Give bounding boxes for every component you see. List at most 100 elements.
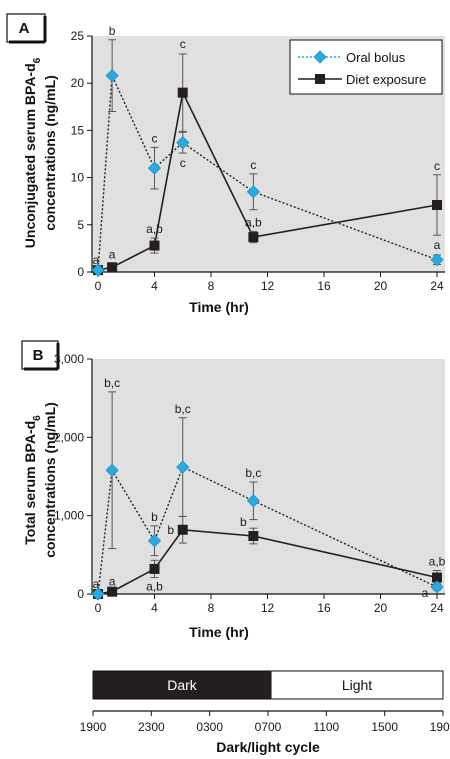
oral-bolus-point — [176, 460, 190, 474]
cycle-light-label: Light — [342, 677, 372, 693]
diet-exposure-point — [248, 232, 259, 243]
oral-bolus-point — [91, 263, 105, 277]
panel-a-ylabel-line2: concentrations (ng/mL) — [42, 75, 58, 231]
oral-bolus-point — [246, 185, 260, 199]
cycle-outline — [92, 670, 444, 700]
legend-diet-label: Diet exposure — [346, 72, 426, 87]
cycle-tick-label: 1900 — [430, 720, 450, 734]
oral-bolus-point — [430, 253, 444, 267]
x-tick-label: 0 — [95, 279, 102, 293]
cycle-light-segment — [270, 670, 444, 700]
significance-label: c — [250, 158, 256, 172]
panel-a-ylabel-line1: Unconjugated serum BPA-d6 — [22, 57, 43, 248]
diet-exposure-point — [432, 199, 442, 210]
oral-bolus-point — [105, 463, 119, 477]
significance-label: b,c — [175, 402, 191, 416]
panel-b-ylabel-line2: concentrations (ng/mL) — [42, 402, 58, 558]
diet-exposure-point — [248, 531, 259, 542]
x-tick-label: 20 — [374, 601, 388, 615]
x-tick-label: 24 — [430, 279, 444, 293]
oral-bolus-point — [91, 587, 105, 601]
significance-label: a — [434, 238, 441, 252]
oral-bolus-point — [147, 534, 162, 548]
significance-label: a — [422, 586, 429, 600]
significance-label: a,b — [146, 580, 163, 594]
panel-a-ylabel-sub: 6 — [32, 57, 43, 63]
cycle-tick-label: 1900 — [80, 720, 107, 734]
cycle-tick-label: 0300 — [196, 720, 223, 734]
significance-label: a — [93, 577, 100, 591]
panel-a-label-box — [6, 13, 46, 43]
y-tick-label: 15 — [71, 123, 85, 137]
diet-exposure-point — [149, 240, 160, 251]
oral-bolus-point — [430, 580, 444, 594]
x-tick-label: 24 — [430, 601, 444, 615]
panel-b-label-box — [21, 340, 59, 370]
oral-bolus-point — [147, 161, 162, 175]
cycle-dark-segment — [93, 671, 271, 699]
significance-label: c — [152, 131, 158, 145]
x-tick-label: 12 — [261, 601, 275, 615]
significance-label: a,b — [429, 555, 446, 569]
cycle-dark-label: Dark — [167, 677, 198, 693]
panel-a-letter: A — [19, 20, 30, 37]
cycle-tick-label: 0700 — [255, 720, 282, 734]
oral-bolus-line — [97, 466, 438, 595]
y-tick-label: 0 — [77, 587, 84, 601]
legend-oral-marker — [313, 50, 327, 64]
panel-a-legend: Oral bolus Diet exposure — [289, 39, 443, 95]
cycle-xlabel: Dark/light cycle — [216, 739, 320, 755]
diet-exposure-point — [177, 87, 188, 98]
significance-label: c — [434, 159, 440, 173]
y-tick-label: 0 — [77, 265, 84, 279]
diet-exposure-point — [177, 524, 188, 535]
significance-label: a,b — [146, 222, 163, 236]
legend-box — [289, 39, 443, 95]
significance-label: a,b — [245, 215, 262, 229]
cycle-axis: 1900 2300 0300 0700 1100 1500 1900 — [80, 710, 450, 734]
oral-bolus-line — [97, 75, 438, 271]
y-tick-label: 5 — [77, 218, 84, 232]
x-tick-label: 16 — [317, 601, 331, 615]
significance-label: c — [180, 156, 186, 170]
significance-label: b,c — [245, 466, 261, 480]
x-tick-label: 16 — [317, 279, 331, 293]
diet-exposure-point — [107, 586, 118, 597]
y-tick-label: 3,000 — [54, 352, 84, 366]
panel-b-ylabel-line1: Total serum BPA-d6 — [22, 415, 43, 545]
panel-b-ylabel-text: Total serum BPA-d — [22, 421, 38, 545]
diet-exposure-point — [432, 572, 442, 583]
y-tick-label: 2,000 — [54, 430, 84, 444]
significance-label: a — [93, 253, 100, 267]
panel-b-xlabel: Time (hr) — [189, 624, 249, 640]
x-tick-label: 4 — [151, 279, 158, 293]
oral-bolus-point — [246, 494, 260, 508]
panel-b-axes: 0 1,000 2,000 3,000 0 4 8 12 16 20 24 — [54, 352, 445, 615]
y-tick-label: 20 — [71, 76, 85, 90]
panel-a-xlabel: Time (hr) — [189, 299, 249, 315]
significance-label: b — [167, 523, 174, 537]
oral-bolus-point — [176, 136, 190, 150]
panel-b: B 0 1,000 2,000 3,000 0 4 8 12 16 20 24 a b,c b b,c b,… — [21, 340, 446, 640]
cycle-tick-label: 1100 — [313, 720, 339, 734]
x-tick-label: 4 — [151, 601, 158, 615]
cycle-bar: Dark Light 1900 2300 0300 0700 1100 15001900 … — [80, 670, 450, 755]
diet-exposure-point — [149, 563, 160, 574]
significance-label: b — [109, 24, 116, 38]
y-tick-label: 25 — [71, 29, 85, 43]
significance-label: b,c — [104, 376, 120, 390]
cycle-tick-label: 2300 — [138, 720, 165, 734]
x-tick-label: 0 — [95, 601, 102, 615]
x-tick-label: 8 — [208, 601, 215, 615]
legend-oral-label: Oral bolus — [346, 50, 406, 65]
significance-label: b — [240, 515, 247, 529]
x-tick-label: 20 — [374, 279, 388, 293]
y-tick-label: 10 — [71, 171, 85, 185]
significance-label: a — [109, 574, 116, 588]
x-tick-label: 12 — [261, 279, 275, 293]
y-tick-label: 1,000 — [54, 509, 84, 523]
significance-label: b — [151, 510, 158, 524]
legend-diet-marker — [315, 74, 325, 84]
panel-b-ylabel-sub: 6 — [32, 415, 43, 421]
